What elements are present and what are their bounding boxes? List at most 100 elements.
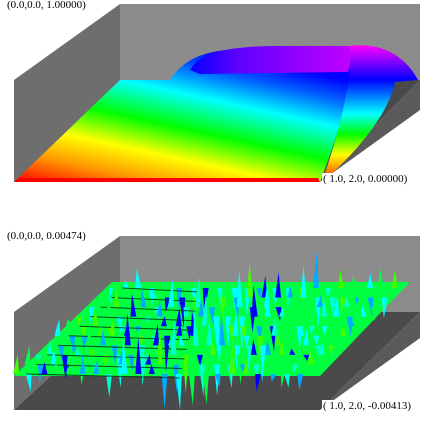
surface-spike bbox=[280, 364, 287, 388]
surface-spike bbox=[270, 374, 277, 382]
surface-spike bbox=[321, 296, 328, 317]
surface-spike bbox=[113, 287, 120, 308]
surface-spike bbox=[186, 351, 193, 365]
surface-spike bbox=[176, 288, 183, 312]
surface-spike bbox=[326, 316, 333, 336]
surface-spike bbox=[265, 339, 272, 355]
surface-spike bbox=[196, 354, 203, 367]
surface-spike bbox=[178, 335, 185, 346]
surface-spike bbox=[367, 297, 374, 317]
surface-spike bbox=[201, 294, 208, 327]
surface-spike bbox=[256, 288, 263, 299]
plot-panel-top: (0.0,0.0, 1.00000) ( 1.0, 2.0, 0.00000) bbox=[0, 0, 430, 200]
surface-spike bbox=[366, 273, 373, 288]
surface-spike bbox=[321, 326, 328, 335]
surface-spike bbox=[13, 354, 20, 374]
surface-spike bbox=[175, 307, 182, 327]
surface-spike bbox=[291, 284, 298, 308]
surface-plot-top bbox=[14, 4, 420, 183]
surface-spike bbox=[377, 267, 384, 288]
surface-ridge-line bbox=[36, 363, 183, 369]
surface-spike bbox=[232, 310, 239, 336]
surface-spike bbox=[357, 289, 364, 308]
surface-spike bbox=[330, 300, 337, 308]
surface-spike bbox=[141, 354, 148, 387]
surface-spike bbox=[135, 267, 142, 288]
surface-spike bbox=[256, 326, 263, 342]
surface-ridge-line bbox=[79, 325, 192, 331]
surface-spike bbox=[162, 281, 169, 288]
surface-spike bbox=[194, 276, 201, 308]
surface-spike bbox=[145, 316, 152, 323]
corner-min-label: (0.0,0.0, 1.00000) bbox=[6, 0, 87, 12]
surface-spike bbox=[236, 269, 243, 308]
surface-spike bbox=[275, 307, 282, 321]
surface-ridge-line bbox=[57, 344, 187, 350]
surface-spike bbox=[371, 307, 378, 322]
surface-spike bbox=[35, 354, 42, 362]
surface-spike bbox=[148, 363, 155, 374]
surface-spike bbox=[122, 280, 129, 288]
surface-spike bbox=[302, 327, 309, 346]
surface-spike bbox=[328, 345, 335, 355]
surface-spike bbox=[124, 313, 131, 346]
surface-spike bbox=[206, 317, 213, 346]
surface-spike bbox=[198, 364, 205, 397]
surface-spike bbox=[54, 318, 61, 336]
surface-spike bbox=[267, 364, 274, 376]
surface-spike bbox=[102, 354, 109, 369]
surface-spike bbox=[238, 316, 245, 352]
surface-spike bbox=[275, 272, 282, 298]
surface-spike bbox=[271, 314, 278, 336]
surface-spike bbox=[176, 322, 183, 336]
surface-spike bbox=[213, 364, 220, 397]
corner-max-label: ( 1.0, 2.0, -0.00413) bbox=[322, 400, 412, 413]
surface-spike bbox=[208, 307, 215, 326]
surface-spike bbox=[205, 297, 212, 310]
surface-spike bbox=[202, 374, 209, 405]
surface-spike bbox=[303, 354, 310, 362]
surface-spike bbox=[275, 334, 282, 346]
surface-spike bbox=[24, 345, 31, 365]
surface-spike bbox=[186, 326, 193, 340]
surface-spike bbox=[246, 261, 253, 298]
surface-spike bbox=[283, 295, 290, 327]
surface-spike bbox=[170, 319, 177, 355]
surface-spike bbox=[229, 342, 236, 374]
surface-ridge-line bbox=[111, 297, 198, 303]
surface-spike bbox=[333, 294, 340, 317]
surface-spikes bbox=[13, 251, 398, 411]
surface-spike bbox=[41, 362, 48, 374]
surface-spike bbox=[253, 364, 260, 382]
surface-spike bbox=[307, 302, 314, 317]
surface-spike bbox=[312, 251, 319, 288]
surface-spike bbox=[25, 374, 32, 392]
corner-min-label: (0.0,0.0, 0.00474) bbox=[6, 230, 87, 243]
surface-spike bbox=[203, 322, 210, 336]
surface-spike bbox=[100, 330, 107, 346]
box-left-wall bbox=[14, 4, 120, 182]
surface-spike bbox=[214, 374, 221, 388]
surface-spike bbox=[292, 364, 299, 374]
surface-spike bbox=[308, 348, 315, 365]
surface-spike bbox=[236, 354, 243, 385]
surface-spike bbox=[92, 307, 99, 327]
box-right-wall bbox=[320, 312, 420, 410]
surface-spike bbox=[86, 325, 93, 346]
surface-spike bbox=[313, 335, 320, 345]
surface-spike bbox=[147, 326, 154, 340]
surface-spike bbox=[50, 348, 57, 365]
surface-spike bbox=[289, 337, 296, 346]
surface-spike bbox=[81, 335, 88, 351]
surface-spike bbox=[250, 339, 257, 355]
surface-spike bbox=[222, 354, 229, 371]
surface-spike bbox=[157, 347, 164, 365]
surface-end-cap bbox=[322, 45, 418, 183]
surface-spike bbox=[263, 282, 270, 308]
surface-spike bbox=[105, 326, 112, 335]
surface-spike bbox=[106, 374, 113, 398]
surface-spike bbox=[175, 374, 182, 411]
surface-spike bbox=[156, 299, 163, 317]
surface-spike bbox=[96, 326, 103, 336]
surface-spike bbox=[316, 294, 323, 308]
